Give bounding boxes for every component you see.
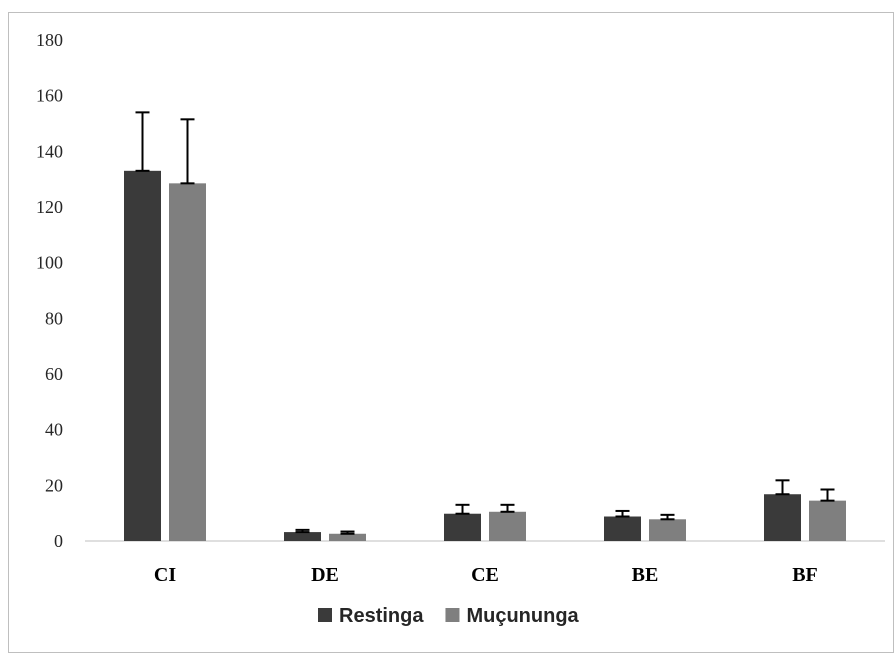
error-bar-be-2	[660, 513, 675, 521]
legend-label: Restinga	[339, 605, 424, 627]
error-bar-ci-2	[180, 118, 195, 185]
x-category-label: CI	[154, 564, 176, 586]
y-tick-label: 100	[36, 253, 63, 273]
bar-bf-2	[809, 500, 846, 541]
bar-be-1	[604, 516, 641, 541]
bar-de-2	[329, 533, 366, 541]
legend-item: Muçununga	[445, 605, 580, 627]
y-tick-label: 140	[36, 141, 63, 161]
y-tick-label: 40	[45, 420, 63, 440]
x-category-label: BE	[632, 564, 659, 586]
x-axis-categories: CI DE CE BE BF	[154, 564, 818, 586]
error-bars	[135, 111, 835, 535]
y-tick-label: 120	[36, 197, 63, 217]
legend: Restinga Muçununga	[318, 605, 580, 627]
error-bar-be-1	[615, 509, 630, 518]
x-category-label: DE	[311, 564, 339, 586]
bar-ce-1	[444, 513, 481, 541]
y-tick-label: 180	[36, 30, 63, 50]
error-bar-ce-1	[455, 503, 470, 515]
y-tick-label: 160	[36, 86, 63, 106]
bar-bf-1	[764, 494, 801, 541]
error-bar-bf-2	[820, 488, 835, 502]
y-tick-label: 60	[45, 364, 63, 384]
bars	[124, 170, 846, 542]
error-bar-de-2	[340, 530, 355, 535]
bar-ce-2	[489, 511, 526, 541]
bar-de-1	[284, 532, 321, 541]
error-bar-de-1	[295, 528, 310, 534]
x-category-label: CE	[471, 564, 499, 586]
error-bar-ci-1	[135, 111, 150, 172]
y-tick-label: 80	[45, 308, 63, 328]
legend-swatch	[318, 608, 332, 622]
error-bar-bf-1	[775, 479, 790, 496]
legend-swatch	[445, 608, 460, 622]
y-axis-ticks: 0 20 40 60 80 100 120 140 160 180	[36, 30, 63, 551]
bar-be-2	[649, 519, 686, 541]
bar-ci-1	[124, 170, 161, 542]
legend-label: Muçununga	[466, 605, 579, 627]
x-category-label: BF	[792, 564, 818, 586]
y-tick-label: 0	[54, 531, 63, 551]
legend-item: Restinga	[318, 605, 424, 627]
bar-ci-2	[169, 183, 206, 541]
y-tick-label: 20	[45, 475, 63, 495]
error-bar-ce-2	[500, 503, 515, 513]
